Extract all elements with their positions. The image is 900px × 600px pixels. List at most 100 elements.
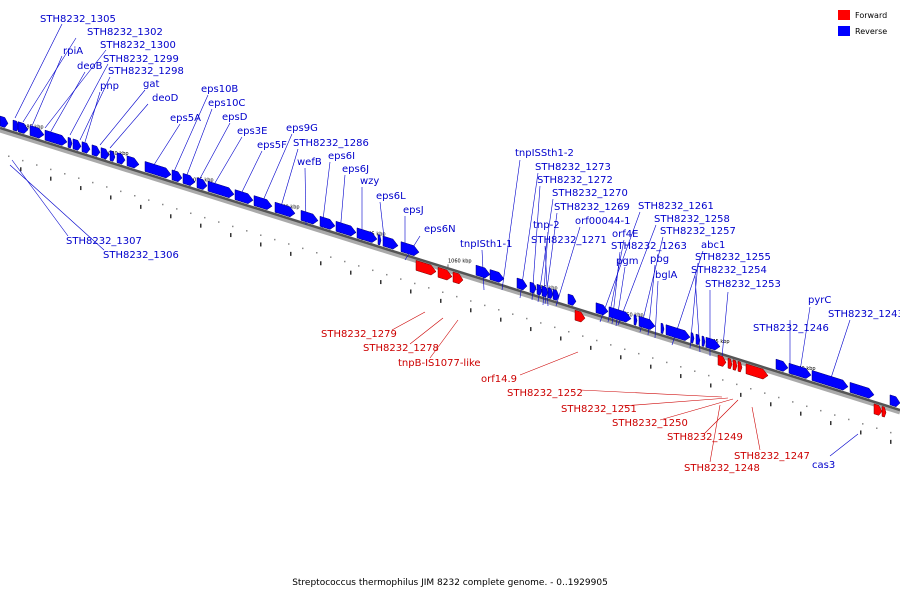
gene-label[interactable]: wefB	[297, 157, 322, 168]
reverse-gene-block[interactable]	[274, 201, 296, 218]
gene-label[interactable]: STH8232_1254	[691, 265, 767, 276]
forward-gene-block[interactable]	[881, 406, 887, 418]
gene-label[interactable]: STH8232_1278	[363, 343, 439, 354]
gene-label[interactable]: pbg	[650, 254, 669, 265]
gene-label[interactable]: STH8232_1269	[554, 202, 630, 213]
reverse-gene-block[interactable]	[377, 234, 382, 246]
reverse-gene-block[interactable]	[567, 293, 577, 306]
reverse-gene-block[interactable]	[788, 362, 812, 379]
reverse-gene-block[interactable]	[300, 209, 319, 225]
reverse-gene-block[interactable]	[475, 264, 491, 279]
reverse-gene-block[interactable]	[536, 283, 543, 296]
gene-label[interactable]: STH8232_1250	[612, 418, 688, 429]
gene-label[interactable]: eps6I	[328, 151, 355, 162]
forward-gene-block[interactable]	[717, 354, 727, 367]
reverse-gene-block[interactable]	[400, 241, 420, 256]
gene-label[interactable]: gat	[143, 79, 159, 90]
gene-label[interactable]: eps5A	[170, 113, 201, 124]
gene-label[interactable]: pgm	[616, 256, 638, 267]
gene-label[interactable]: STH8232_1243	[828, 309, 900, 320]
reverse-gene-block[interactable]	[665, 324, 691, 341]
gene-label[interactable]: STH8232_1252	[507, 388, 583, 399]
reverse-gene-block[interactable]	[356, 227, 378, 243]
reverse-gene-block[interactable]	[207, 180, 235, 199]
reverse-gene-block[interactable]	[547, 287, 554, 299]
forward-gene-block[interactable]	[873, 403, 883, 416]
gene-label[interactable]: deoB	[77, 61, 103, 72]
gene-label[interactable]: STH8232_1270	[552, 188, 628, 199]
forward-gene-block[interactable]	[452, 271, 464, 285]
gene-label[interactable]: STH8232_1248	[684, 463, 760, 474]
gene-label[interactable]: STH8232_1253	[705, 279, 781, 290]
gene-label[interactable]: STH8232_1307	[66, 236, 142, 247]
reverse-gene-block[interactable]	[701, 335, 706, 347]
gene-label[interactable]: STH8232_1273	[535, 162, 611, 173]
gene-label[interactable]: STH8232_1263	[611, 241, 687, 252]
reverse-gene-block[interactable]	[811, 370, 849, 391]
reverse-gene-block[interactable]	[72, 138, 82, 151]
reverse-gene-block[interactable]	[489, 269, 505, 283]
gene-label[interactable]: pnp	[100, 81, 119, 92]
reverse-gene-block[interactable]	[382, 235, 399, 250]
reverse-gene-block[interactable]	[552, 288, 560, 301]
reverse-gene-block[interactable]	[91, 144, 101, 157]
gene-label[interactable]: STH8232_1305	[40, 14, 116, 25]
reverse-gene-block[interactable]	[608, 306, 632, 323]
gene-label[interactable]: eps5F	[257, 140, 287, 151]
reverse-gene-block[interactable]	[595, 302, 609, 316]
gene-label[interactable]: STH8232_1246	[753, 323, 829, 334]
reverse-gene-block[interactable]	[690, 332, 695, 344]
forward-gene-block[interactable]	[727, 357, 733, 370]
gene-label[interactable]: epsD	[222, 112, 248, 123]
gene-label[interactable]: STH8232_1247	[734, 451, 810, 462]
gene-label[interactable]: STH8232_1257	[660, 226, 736, 237]
gene-label[interactable]: epsJ	[403, 205, 424, 216]
gene-label[interactable]: tnpISSth1-2	[515, 148, 574, 159]
gene-label[interactable]: rpiA	[63, 46, 83, 57]
forward-gene-block[interactable]	[437, 266, 453, 281]
gene-label[interactable]: eps10C	[208, 98, 245, 109]
reverse-gene-block[interactable]	[889, 394, 900, 408]
gene-label[interactable]: STH8232_1249	[667, 432, 743, 443]
reverse-gene-block[interactable]	[695, 333, 701, 346]
gene-label[interactable]: STH8232_1251	[561, 404, 637, 415]
reverse-gene-block[interactable]	[705, 336, 721, 351]
reverse-gene-block[interactable]	[234, 189, 254, 204]
gene-label[interactable]: STH8232_1300	[100, 40, 176, 51]
reverse-gene-block[interactable]	[775, 358, 789, 372]
reverse-gene-block[interactable]	[17, 121, 29, 134]
gene-label[interactable]: eps6J	[342, 164, 369, 175]
reverse-gene-block[interactable]	[182, 172, 196, 186]
gene-label[interactable]: deoD	[152, 93, 179, 104]
gene-label[interactable]: STH8232_1258	[654, 214, 730, 225]
gene-label[interactable]: eps9G	[286, 123, 318, 134]
reverse-gene-block[interactable]	[516, 277, 528, 291]
reverse-gene-block[interactable]	[849, 381, 875, 399]
reverse-gene-block[interactable]	[0, 115, 9, 128]
gene-label[interactable]: STH8232_1261	[638, 201, 714, 212]
gene-label[interactable]: tnp-2	[533, 220, 560, 231]
reverse-gene-block[interactable]	[126, 155, 140, 169]
gene-label[interactable]: tnpB-IS1077-like	[398, 358, 481, 369]
gene-label[interactable]: STH8232_1286	[293, 138, 369, 149]
forward-gene-block[interactable]	[732, 359, 738, 371]
gene-label[interactable]: STH8232_1271	[531, 235, 607, 246]
gene-label[interactable]: STH8232_1298	[108, 66, 184, 77]
reverse-gene-block[interactable]	[67, 136, 73, 149]
reverse-gene-block[interactable]	[109, 150, 116, 162]
gene-label[interactable]: STH8232_1272	[537, 175, 613, 186]
reverse-gene-block[interactable]	[171, 169, 183, 183]
gene-label[interactable]: orf00044-1	[575, 216, 631, 227]
gene-label[interactable]: STH8232_1255	[695, 252, 771, 263]
gene-label[interactable]: STH8232_1279	[321, 329, 397, 340]
reverse-gene-block[interactable]	[335, 220, 357, 237]
reverse-gene-block[interactable]	[29, 125, 45, 139]
reverse-gene-block[interactable]	[144, 161, 172, 179]
reverse-gene-block[interactable]	[196, 177, 208, 190]
reverse-gene-block[interactable]	[319, 215, 336, 230]
reverse-gene-block[interactable]	[638, 315, 656, 330]
forward-gene-block[interactable]	[745, 363, 769, 380]
forward-gene-block[interactable]	[737, 360, 743, 373]
reverse-gene-block[interactable]	[44, 129, 68, 146]
gene-label[interactable]: bglA	[655, 270, 677, 281]
